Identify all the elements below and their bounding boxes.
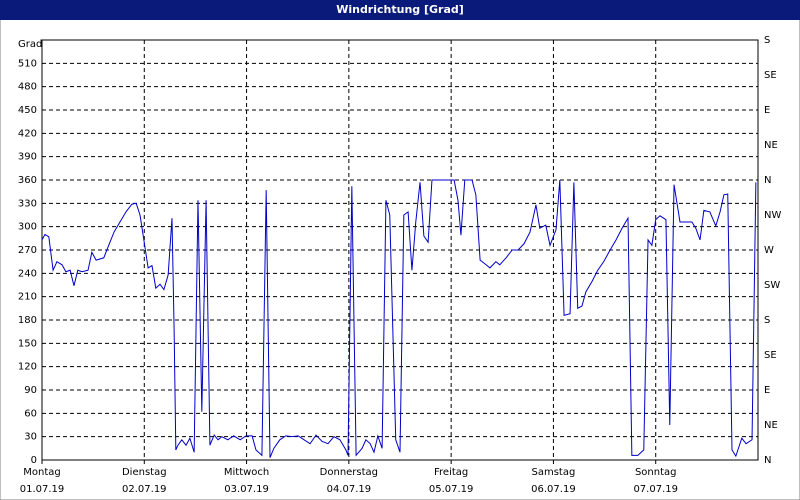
y2-tick-label: N — [764, 455, 771, 466]
x-tick-label: Samstag — [532, 467, 576, 478]
y2-tick-label: S — [764, 35, 770, 46]
y-tick-label: 270 — [18, 245, 37, 256]
y2-tick-label: SW — [764, 280, 780, 291]
x-tick-label: Sonntag — [635, 467, 677, 478]
y-tick-label: 0 — [31, 455, 37, 466]
x-tick-date: 03.07.19 — [224, 484, 269, 495]
y-tick-label: 420 — [18, 128, 37, 139]
y-tick-label: 180 — [18, 315, 37, 326]
x-tick-label: Freitag — [434, 467, 468, 478]
y2-tick-label: N — [764, 175, 771, 186]
y2-tick-label: NE — [764, 140, 778, 151]
y2-tick-label: SE — [764, 70, 777, 81]
line-series — [41, 179, 757, 458]
x-tick-date: 06.07.19 — [531, 484, 576, 495]
plot-frame — [41, 39, 759, 461]
y-tick-label: 90 — [24, 385, 37, 396]
y-tick-label: 390 — [18, 152, 37, 163]
y2-tick-label: SE — [764, 350, 777, 361]
y2-tick-label: E — [764, 105, 770, 116]
x-tick-date: 04.07.19 — [327, 484, 372, 495]
y-tick-label: 150 — [18, 338, 37, 349]
y-tick-label: 510 — [18, 58, 37, 69]
y2-tick-label: NE — [764, 420, 778, 431]
y-tick-label: 480 — [18, 82, 37, 93]
x-tick-label: Donnerstag — [320, 467, 378, 478]
x-tick-label: Mittwoch — [224, 467, 269, 478]
y-tick-label: 30 — [24, 432, 37, 443]
y-axis-label: Grad — [18, 39, 42, 50]
y-tick-label: 60 — [24, 408, 37, 419]
y-tick-label: 360 — [18, 175, 37, 186]
y-tick-label: 450 — [18, 105, 37, 116]
y-tick-label: 300 — [18, 222, 37, 233]
x-tick-date: 01.07.19 — [20, 484, 65, 495]
y2-tick-label: S — [764, 315, 770, 326]
chart-title: Windrichtung [Grad] — [336, 3, 464, 16]
y2-tick-label: NW — [764, 210, 781, 221]
y-tick-label: 210 — [18, 292, 37, 303]
x-tick-label: Dienstag — [122, 467, 167, 478]
x-tick-date: 07.07.19 — [633, 484, 678, 495]
x-tick-date: 02.07.19 — [122, 484, 167, 495]
x-tick-date: 05.07.19 — [429, 484, 474, 495]
x-tick-label: Montag — [23, 467, 60, 478]
y2-tick-label: W — [764, 245, 774, 256]
y2-tick-label: E — [764, 385, 770, 396]
y-tick-label: 120 — [18, 362, 37, 373]
y-tick-label: 240 — [18, 268, 37, 279]
title-bar — [0, 0, 800, 20]
y-tick-label: 330 — [18, 198, 37, 209]
